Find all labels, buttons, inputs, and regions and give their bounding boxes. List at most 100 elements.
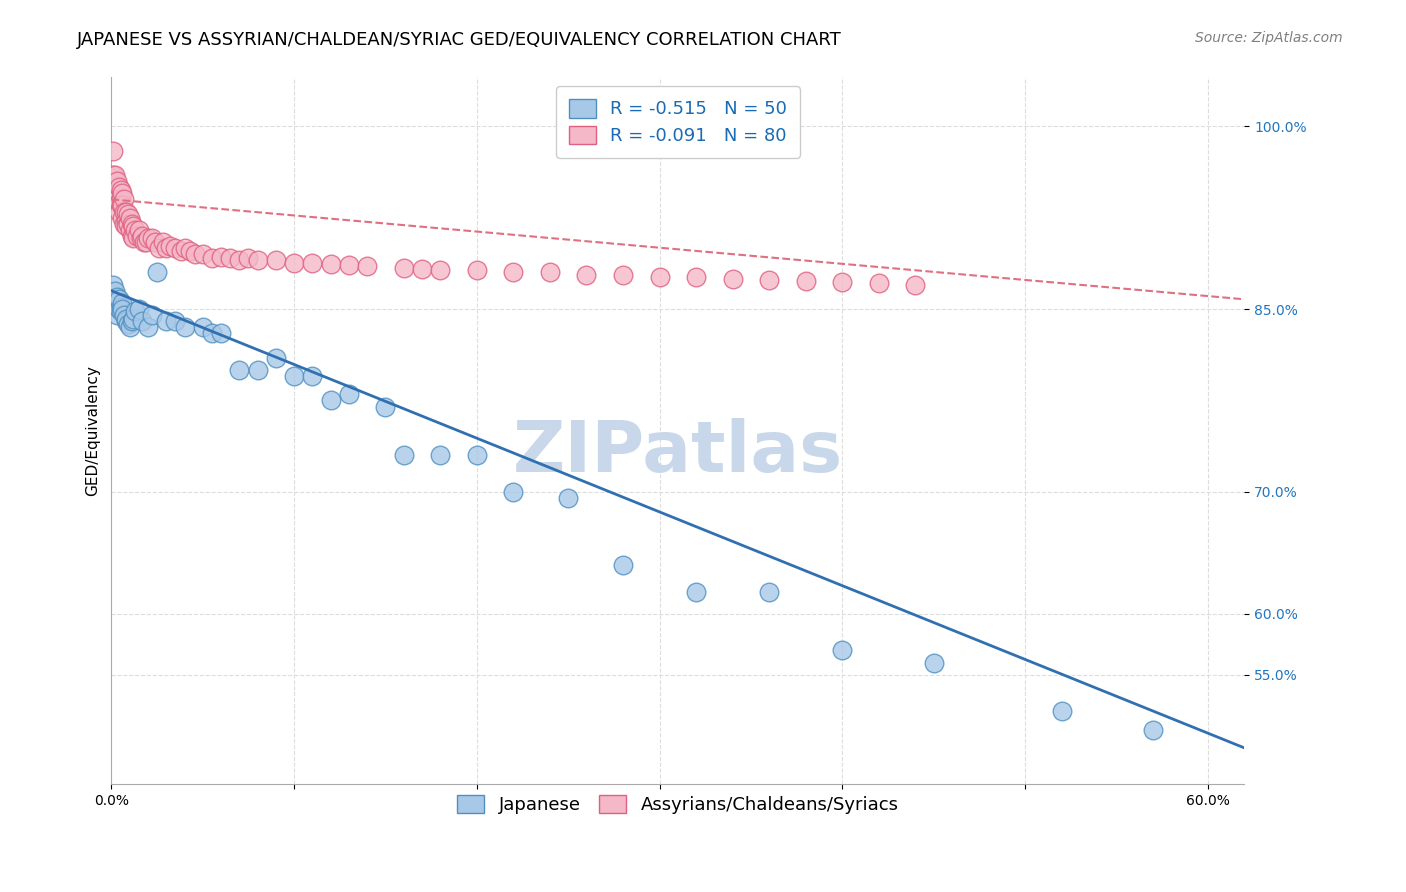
Point (502, 265, 524, 279)
Point (392, 448, 415, 462)
Point (538, 265, 561, 279)
Point (121, 314, 143, 328)
Point (129, 231, 152, 245)
Point (319, 257, 342, 271)
Point (122, 219, 145, 234)
Point (155, 241, 177, 255)
Point (107, 194, 129, 209)
Point (117, 317, 139, 331)
Point (922, 656, 945, 670)
Point (209, 250, 232, 264)
Point (105, 290, 128, 304)
Point (170, 244, 193, 258)
Point (173, 320, 195, 334)
Point (104, 186, 127, 201)
Point (301, 369, 323, 384)
Point (115, 219, 138, 234)
Point (115, 314, 138, 328)
Point (111, 186, 134, 201)
Point (648, 270, 671, 285)
Point (118, 211, 141, 225)
Point (121, 228, 143, 243)
Point (112, 192, 135, 206)
Point (246, 363, 269, 377)
Point (103, 180, 125, 194)
Point (111, 211, 134, 225)
Point (758, 584, 780, 599)
Y-axis label: GED/Equivalency: GED/Equivalency (86, 366, 100, 496)
Point (112, 308, 135, 322)
Point (141, 231, 163, 245)
Point (904, 277, 927, 292)
Point (374, 400, 396, 414)
Point (356, 260, 378, 274)
Point (131, 228, 153, 243)
Point (612, 558, 634, 572)
Point (283, 369, 305, 384)
Point (124, 304, 146, 318)
Point (612, 268, 634, 282)
Point (115, 204, 138, 219)
Point (131, 314, 153, 328)
Point (184, 247, 207, 261)
Point (111, 296, 134, 310)
Point (122, 231, 145, 245)
Point (228, 363, 250, 377)
Text: JAPANESE VS ASSYRIAN/CHALDEAN/SYRIAC GED/EQUIVALENCY CORRELATION CHART: JAPANESE VS ASSYRIAN/CHALDEAN/SYRIAC GED… (77, 31, 842, 49)
Point (557, 491, 579, 505)
Point (337, 387, 360, 401)
Point (152, 235, 174, 249)
Point (104, 168, 127, 182)
Point (103, 168, 125, 182)
Point (105, 174, 128, 188)
Point (118, 223, 141, 237)
Point (105, 308, 128, 322)
Point (159, 238, 181, 252)
Point (465, 263, 488, 277)
Point (115, 311, 138, 326)
Point (201, 251, 224, 265)
Point (219, 251, 242, 265)
Point (104, 284, 127, 298)
Point (107, 293, 129, 307)
Point (831, 275, 853, 289)
Point (104, 296, 127, 310)
Point (134, 235, 156, 249)
Point (121, 217, 143, 231)
Point (155, 314, 177, 328)
Point (173, 241, 195, 255)
Point (201, 326, 224, 341)
Point (165, 314, 187, 328)
Point (105, 186, 128, 201)
Point (112, 217, 135, 231)
Point (209, 326, 232, 341)
Point (429, 263, 451, 277)
Point (136, 320, 159, 334)
Point (868, 277, 890, 291)
Point (392, 260, 415, 275)
Point (110, 304, 132, 318)
Point (794, 274, 817, 288)
Point (165, 241, 187, 255)
Point (758, 273, 780, 287)
Point (117, 207, 139, 221)
Point (125, 228, 148, 243)
Point (111, 198, 134, 212)
Point (128, 301, 150, 316)
Point (141, 308, 163, 322)
Point (104, 192, 127, 206)
Point (128, 223, 150, 237)
Point (112, 204, 135, 219)
Point (111, 301, 134, 316)
Point (721, 271, 744, 285)
Point (103, 277, 125, 292)
Point (103, 144, 125, 158)
Point (110, 192, 132, 206)
Point (238, 251, 260, 265)
Point (575, 268, 598, 282)
Point (1142, 723, 1164, 737)
Point (264, 351, 287, 365)
Point (191, 247, 214, 261)
Point (107, 301, 129, 316)
Point (685, 584, 707, 599)
